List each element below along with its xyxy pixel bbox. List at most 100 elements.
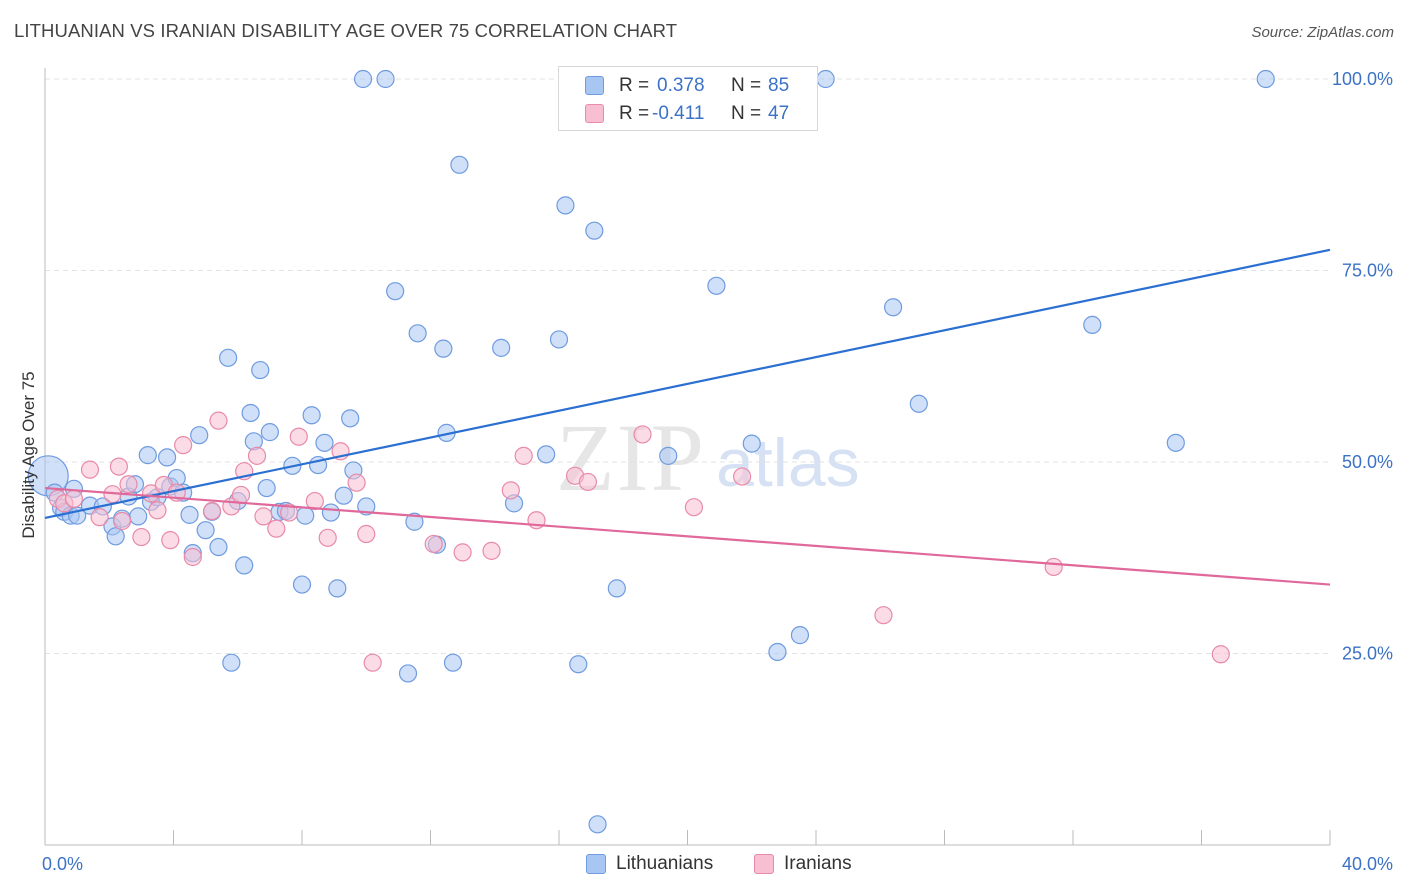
bottom-legend-swatch-lithuanians [586, 854, 606, 874]
lithuanian-point [450, 155, 469, 174]
correlation-legend: R = 0.378 N = 85 R = -0.411 N = 47 [558, 66, 818, 131]
y-tick-label: 25.0% [1342, 644, 1393, 664]
iranian-point [363, 653, 382, 672]
iranian-point [64, 489, 84, 508]
x-tick-label-max: 40.0% [1342, 854, 1393, 874]
iranian-point [453, 543, 472, 562]
watermark-atlas: atlas [716, 425, 860, 501]
lithuanian-point [241, 403, 260, 423]
lithuanian-point [157, 448, 177, 467]
iranian-point [174, 436, 193, 455]
iranian-point [633, 425, 652, 444]
chart-title: LITHUANIAN VS IRANIAN DISABILITY AGE OVE… [14, 20, 678, 41]
lithuanian-point [219, 348, 238, 367]
lithuanian-point [357, 497, 376, 516]
lithuanian-point [235, 556, 254, 575]
iranian-point [148, 501, 167, 520]
iranian-point [874, 606, 893, 625]
watermark-zip: ZIP [556, 404, 706, 511]
lithuanian-trend-line [44, 248, 1331, 519]
lithuanian-point [222, 653, 241, 672]
iranian-point [161, 531, 180, 550]
iranian-point [684, 498, 704, 517]
lithuanian-point [405, 512, 424, 531]
trend-lines [44, 248, 1331, 586]
legend-swatch-lithuanians [585, 76, 604, 95]
bottom-legend-swatch-iranians [754, 854, 774, 874]
iranian-point [1211, 645, 1230, 664]
lithuanian-point [537, 445, 556, 464]
lithuanian-point [341, 409, 360, 428]
lithuanian-point [209, 537, 228, 557]
iranian-trend-line [44, 486, 1331, 586]
lithuanian-point [398, 664, 418, 683]
lithuanian-point [328, 579, 347, 598]
legend-n-value: 85 [768, 75, 790, 96]
lithuanian-point [434, 339, 453, 358]
iranian-point [482, 541, 501, 560]
lithuanian-point [302, 406, 321, 425]
lithuanian-point [707, 276, 726, 295]
lithuanian-point [569, 655, 588, 674]
iranian-point [209, 411, 228, 430]
iranian-point [357, 524, 376, 544]
lithuanian-point [353, 69, 373, 89]
y-tick-label: 50.0% [1342, 452, 1393, 472]
iranian-point [231, 485, 251, 505]
legend-swatch-iranians [585, 104, 604, 123]
lithuanian-point [492, 338, 511, 357]
iranian-point [202, 501, 222, 521]
legend-r-label: R = [619, 75, 650, 96]
iranian-point [267, 519, 286, 538]
y-tick-label: 75.0% [1342, 261, 1393, 281]
iranian-point [501, 481, 520, 500]
lithuanian-point [196, 521, 215, 540]
iranian-point [254, 507, 273, 526]
lithuanian-point [408, 324, 427, 343]
iranian-point [514, 446, 533, 465]
lithuanian-point [180, 505, 199, 524]
iranian-point [1044, 557, 1063, 577]
chart-source: Source: ZipAtlas.com [1251, 24, 1394, 41]
iranian-point [247, 446, 267, 465]
lithuanian-point [588, 815, 607, 834]
lithuanian-point [659, 446, 678, 465]
iranian-point [90, 508, 109, 527]
lithuanian-point [334, 486, 353, 505]
lithuanian-point [585, 221, 604, 240]
lithuanian-point [607, 579, 626, 598]
iranian-point [183, 547, 202, 567]
lithuanian-point [321, 503, 341, 522]
iranian-point [112, 511, 132, 531]
legend-n-label: N = [731, 75, 762, 96]
iranian-point [80, 460, 100, 479]
lithuanian-point [1166, 433, 1185, 452]
legend-r-label: R = [619, 103, 650, 124]
y-tick-label: 100.0% [1332, 69, 1393, 89]
iranian-point [119, 475, 138, 494]
lithuanian-point [549, 330, 569, 349]
iranian-point [289, 427, 308, 446]
lithuanian-point [790, 626, 810, 645]
lithuanian-point [386, 282, 405, 301]
lithuanian-point [1083, 315, 1102, 334]
watermark: ZIP atlas [556, 404, 860, 511]
iranian-point [318, 528, 337, 547]
lithuanian-point [251, 360, 270, 380]
lithuanian-point [260, 423, 279, 442]
lithuanian-point [883, 298, 903, 317]
lithuanian-point [1256, 69, 1275, 89]
iranian-point [424, 534, 443, 554]
lithuanian-point [768, 642, 787, 662]
iranian-point [305, 491, 324, 511]
bottom-legend-label: Iranians [784, 853, 852, 874]
lithuanian-point [909, 394, 928, 413]
lithuanian-point [816, 69, 835, 89]
legend-r-value: 0.378 [657, 75, 705, 96]
y-axis-title: Disability Age Over 75 [19, 371, 38, 538]
lithuanian-point [443, 653, 463, 672]
lithuanian-point [742, 434, 761, 453]
lithuanian-point [376, 69, 395, 89]
lithuanian-point [296, 506, 315, 525]
